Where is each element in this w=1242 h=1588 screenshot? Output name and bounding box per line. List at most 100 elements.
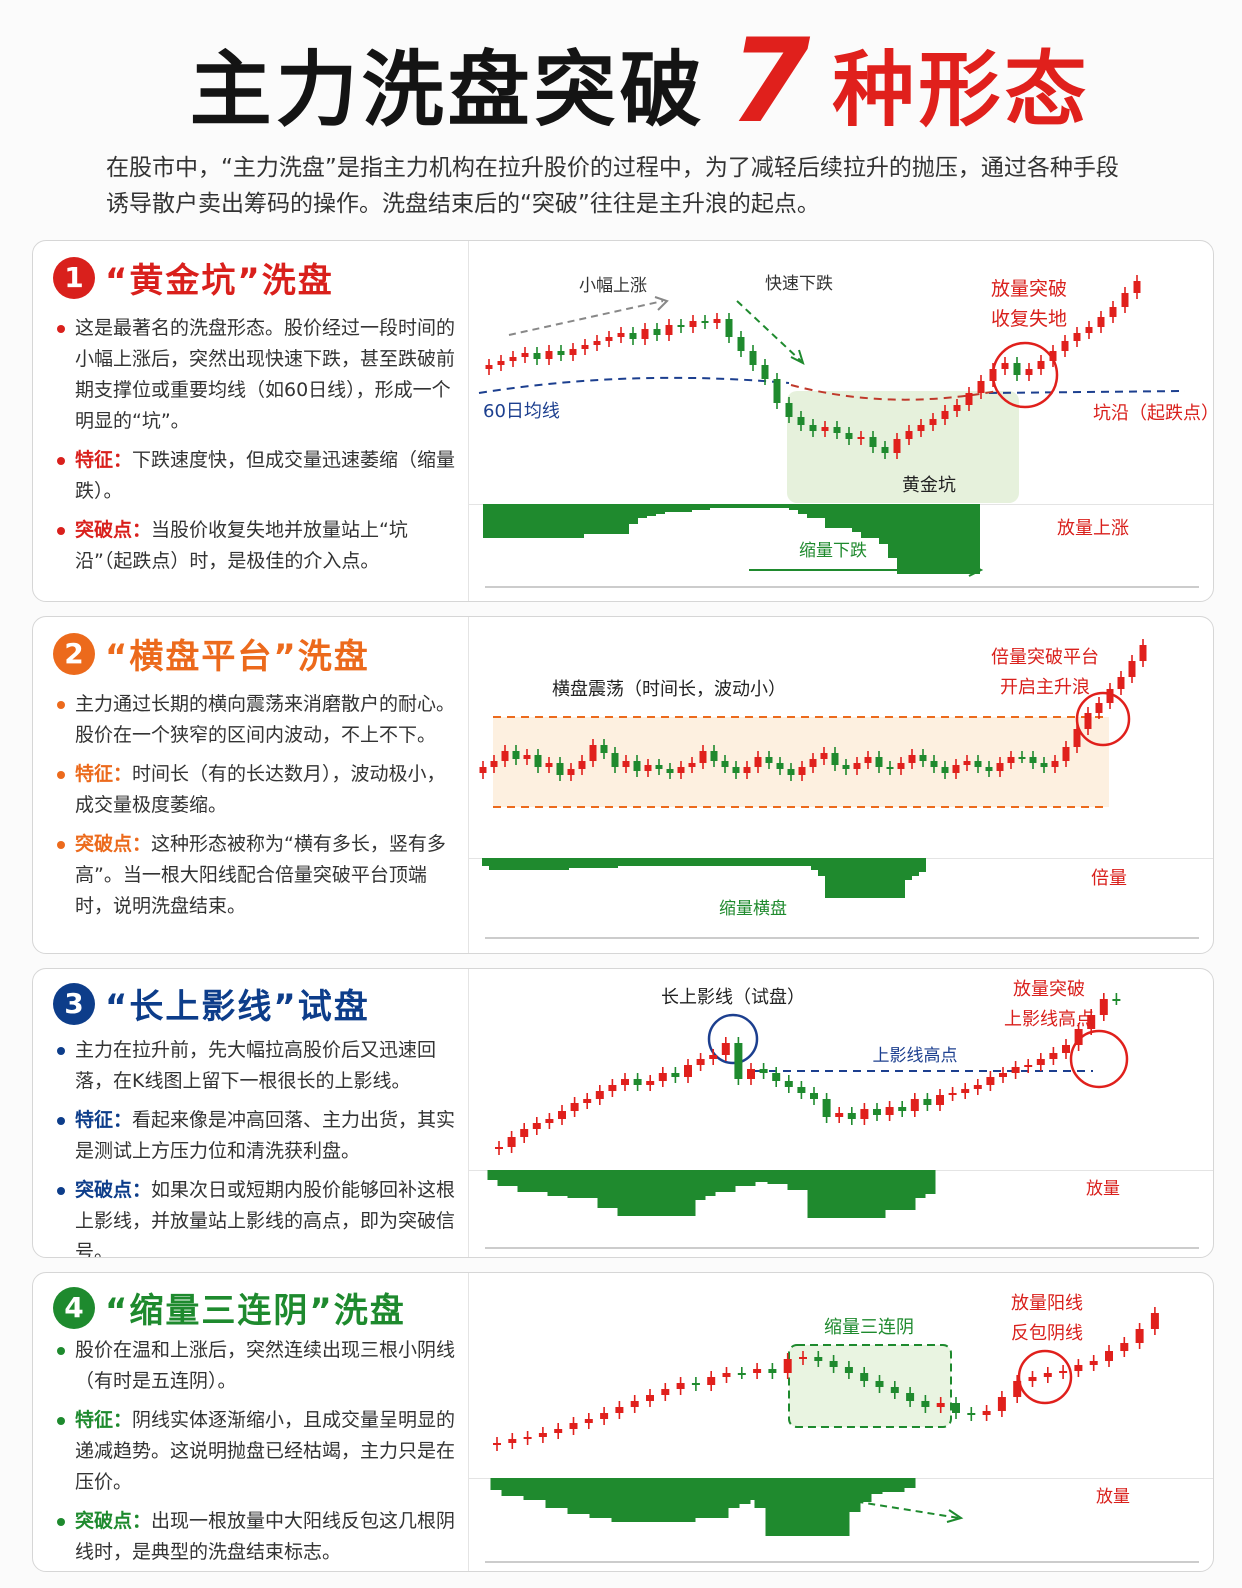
candle: [1061, 341, 1069, 351]
label-engulf2: 反包阴线: [1011, 1323, 1083, 1344]
panel-three-black-crows: 4 “缩量三连阴”洗盘 股价在温和上涨后，突然连续出现三根小阴线（有时是五连阴）…: [32, 1272, 1214, 1572]
candle: [953, 405, 961, 411]
candle: [772, 1073, 781, 1081]
bullet-key: 特征：: [75, 1109, 133, 1131]
panel-text: 4 “缩量三连阴”洗盘 股价在温和上涨后，突然连续出现三根小阴线（有时是五连阴）…: [33, 1273, 469, 1571]
candle: [1073, 333, 1081, 341]
bullet-text: 看起来像是冲高回落、主力出货，其实是测试上方压力位和清洗获利盘。: [75, 1109, 456, 1162]
label-vol: 放量: [1086, 1179, 1120, 1199]
label-ma: 60日均线: [483, 401, 560, 422]
candle: [982, 1411, 991, 1415]
candle: [963, 761, 971, 765]
candle: [600, 745, 608, 753]
candle: [965, 393, 973, 405]
range-zone: [493, 717, 1109, 807]
rise-arrow: [508, 300, 664, 336]
candle: [996, 763, 1004, 771]
volume-chart-svg: 放量: [485, 1478, 1199, 1563]
three-crows-zone: [788, 1344, 952, 1428]
pit-rim-line: [790, 384, 998, 401]
candle: [845, 433, 853, 439]
candle: [941, 767, 949, 773]
candle: [1120, 1343, 1129, 1351]
candle: [658, 1073, 667, 1081]
bullet-key: 突破点：: [75, 1179, 152, 1201]
candle: [737, 337, 745, 351]
candle: [829, 1361, 838, 1367]
candle: [875, 757, 883, 767]
bullet-dot: [57, 1117, 65, 1125]
candle: [835, 1113, 844, 1117]
panel-text: 2 “横盘平台”洗盘 主力通过长期的横向震荡来消磨散户的耐心。股价在一个狭窄的区…: [33, 617, 469, 953]
candle: [967, 1413, 976, 1415]
candle: [520, 1129, 529, 1137]
candle: [749, 351, 757, 365]
candle: [875, 1381, 884, 1387]
bullet-key: 突破点：: [75, 519, 152, 541]
breakout-circle: [1075, 691, 1131, 747]
candle: [810, 1093, 818, 1099]
candle: [765, 757, 773, 763]
candle: [532, 1123, 541, 1129]
candle: [917, 425, 925, 431]
candle: [665, 325, 673, 335]
candle: [521, 353, 529, 357]
bullet-key: 突破点：: [75, 1510, 152, 1532]
candle: [497, 361, 505, 365]
candle: [1106, 689, 1114, 703]
candle: [797, 1087, 806, 1093]
title-number: 7: [729, 14, 811, 149]
candle: [1025, 369, 1033, 375]
label-vol-flat: 缩量横盘: [719, 899, 787, 919]
candle: [873, 1109, 881, 1115]
candle: [1013, 363, 1021, 375]
rise-arrow-head: [654, 296, 669, 311]
bullet-dot: [57, 325, 65, 333]
bullet-text: 下跌速度快，但成交量迅速萎缩（缩量跌）。: [75, 449, 456, 502]
price-chart: 长上影线（试盘） 放量突破 上影线高点 上影线高点: [469, 969, 1213, 1171]
ma-line: [988, 390, 1186, 394]
candle: [1059, 1371, 1068, 1373]
candle: [986, 1077, 995, 1085]
volume-chart: 放量: [469, 1170, 1213, 1257]
bullet-dot: [57, 1187, 65, 1195]
candle: [1128, 661, 1136, 677]
candle: [584, 1419, 593, 1423]
candle: [501, 751, 509, 761]
engulf-circle: [1017, 1349, 1073, 1405]
candle: [1028, 1377, 1037, 1381]
label-three: 缩量三连阴: [824, 1317, 914, 1338]
candle: [570, 1103, 579, 1111]
candle: [1051, 761, 1059, 767]
bullet-dot: [57, 841, 65, 849]
panel-charts: 长上影线（试盘） 放量突破 上影线高点 上影线高点 放量: [469, 969, 1213, 1257]
candle: [707, 1377, 716, 1385]
candle: [799, 1357, 807, 1359]
candle: [936, 1095, 944, 1105]
heading-text: “长上影线”试盘: [105, 987, 370, 1027]
bullet-item: 突破点：出现一根放量中大阳线反包这几根阴线时，是典型的洗盘结束标志。: [57, 1506, 461, 1568]
candle: [783, 1359, 792, 1373]
candle: [869, 437, 877, 447]
candle: [1024, 1065, 1033, 1067]
panel-golden-pit: 1 “黄金坑”洗盘 这是最著名的洗盘形态。股价经过一段时间的小幅上涨后，突然出现…: [32, 240, 1214, 602]
candle: [569, 349, 577, 355]
candle: [842, 765, 850, 769]
candle: [1097, 317, 1105, 327]
candle: [1109, 307, 1117, 317]
candle: [589, 745, 597, 761]
label-pit: 黄金坑: [902, 475, 956, 496]
candle: [630, 1401, 639, 1407]
bullet-list: 股价在温和上涨后，突然连续出现三根小阴线（有时是五连阴）。 特征：阴线实体逐渐缩…: [57, 1335, 461, 1571]
bullet-dot: [57, 701, 65, 709]
candle: [557, 351, 565, 355]
bullet-dot: [57, 1347, 65, 1355]
candle: [923, 1099, 932, 1105]
candle: [691, 1383, 700, 1385]
candle: [1089, 1361, 1098, 1365]
candle: [725, 319, 733, 337]
label-rim: 坑沿（起跌点）: [1093, 403, 1214, 424]
candle: [814, 1357, 823, 1361]
candle: [569, 1423, 578, 1429]
label-high: 上影线高点: [873, 1046, 958, 1066]
